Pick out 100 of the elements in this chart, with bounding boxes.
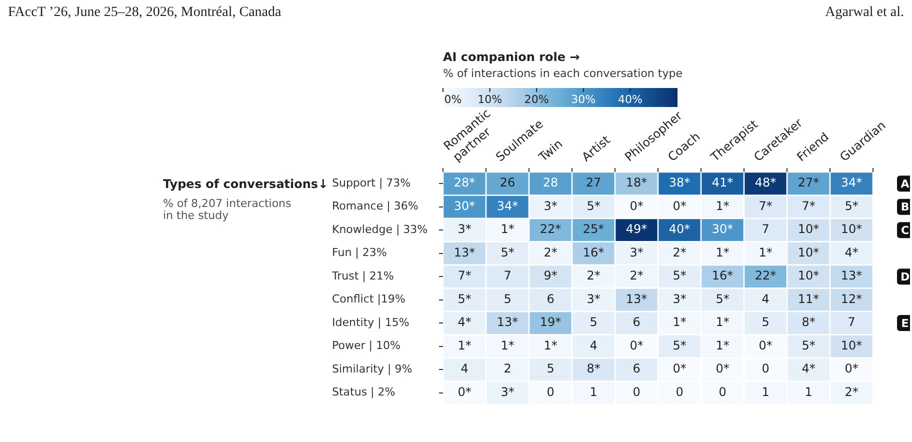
data-label: 38*: [668, 176, 690, 190]
data-label: 1*: [716, 198, 730, 213]
data-label: 10*: [798, 245, 820, 260]
text: A: [900, 177, 910, 190]
data-label: 1*: [458, 338, 472, 352]
y-tick-label: Knowledge | 33%: [332, 222, 428, 236]
data-label: 0: [762, 362, 770, 376]
color-bar-label: 0%: [444, 92, 462, 106]
data-label: 5: [590, 315, 598, 330]
data-label: 1: [804, 384, 812, 399]
data-label: 4*: [844, 245, 858, 260]
data-label: 34*: [840, 176, 862, 190]
data-label: 3*: [544, 198, 558, 213]
data-label: 0*: [458, 384, 472, 399]
data-label: 0*: [672, 362, 686, 376]
data-label: 5*: [500, 245, 514, 260]
data-label: 8*: [802, 315, 816, 330]
data-label: 34*: [496, 198, 518, 213]
y-tick-label: Trust | 21%: [331, 269, 394, 282]
data-label: 1: [762, 384, 770, 399]
data-label: 28*: [454, 176, 476, 190]
data-label: 0*: [716, 362, 730, 376]
text: FAccT ’26, June 25–28, 2026, Montréal, Canada: [8, 5, 282, 21]
y-axis-title: Types of conversations↓: [163, 177, 328, 191]
data-label: 5*: [802, 338, 816, 352]
data-label: 5: [762, 315, 770, 330]
data-label: 9*: [544, 268, 558, 283]
data-label: 5: [504, 292, 512, 306]
data-label: 1*: [716, 315, 730, 330]
data-label: 7*: [458, 268, 472, 283]
data-label: 30*: [712, 222, 734, 236]
data-label: 5*: [586, 198, 600, 213]
data-label: 1*: [544, 338, 558, 352]
data-label: 10*: [798, 222, 820, 236]
data-label: 0*: [630, 198, 644, 213]
data-label: 28: [542, 176, 558, 190]
color-bar-label: 30%: [571, 92, 596, 106]
data-label: 4*: [802, 362, 816, 376]
data-label: 4*: [458, 315, 472, 330]
data-label: 7: [848, 315, 856, 330]
data-label: 49*: [626, 222, 648, 236]
data-label: 0*: [672, 198, 686, 213]
data-label: 1*: [500, 338, 514, 352]
data-label: 2*: [586, 268, 600, 283]
data-label: 26: [500, 176, 516, 190]
data-label: 8*: [586, 362, 600, 376]
data-label: 6: [632, 315, 640, 330]
chart-title: AI companion role →: [443, 50, 580, 64]
text: Agarwal et al.: [825, 5, 904, 21]
data-label: 1*: [500, 222, 514, 236]
data-label: 1*: [716, 338, 730, 352]
data-label: 27*: [798, 176, 820, 190]
data-label: 5*: [716, 292, 730, 306]
data-label: 1*: [758, 245, 772, 260]
data-label: 7*: [758, 198, 772, 213]
data-label: 16*: [582, 245, 604, 260]
data-label: 13*: [840, 268, 862, 283]
data-label: 0*: [630, 338, 644, 352]
data-label: 25*: [582, 222, 604, 236]
y-tick-label: Power | 10%: [332, 339, 400, 352]
data-label: 3*: [672, 292, 686, 306]
data-label: 48*: [754, 176, 776, 190]
data-label: 27: [586, 176, 602, 190]
color-bar-title: % of interactions in each conversation type: [443, 67, 682, 80]
y-tick-label: Conflict |19%: [332, 292, 406, 306]
text: C: [900, 224, 910, 237]
data-label: 3*: [630, 245, 644, 260]
data-label: 0: [546, 384, 554, 399]
color-bar-label: 10%: [478, 92, 502, 106]
text: D: [900, 270, 910, 284]
data-label: 2*: [630, 268, 644, 283]
data-label: 7*: [802, 198, 816, 213]
text: E: [901, 316, 909, 330]
y-tick-label: Romance | 36%: [332, 200, 418, 213]
data-label: 1*: [716, 245, 730, 260]
data-label: 16*: [712, 268, 734, 283]
data-label: 40*: [668, 222, 690, 236]
data-label: 0*: [844, 362, 858, 376]
data-label: 4: [590, 338, 598, 352]
data-label: 2*: [544, 245, 558, 260]
data-label: 22*: [540, 222, 562, 236]
y-tick-label: Fun | 23%: [332, 246, 387, 260]
data-label: 10*: [798, 268, 820, 283]
text: % of 8,207 interactions in the study: [163, 197, 292, 222]
data-label: 1: [590, 384, 598, 399]
data-label: 6: [632, 362, 640, 376]
text: B: [900, 200, 910, 214]
data-label: 5*: [672, 268, 686, 283]
data-label: 3*: [458, 222, 472, 236]
data-label: 7: [504, 268, 512, 283]
data-label: 1*: [672, 315, 686, 330]
data-label: 10*: [840, 338, 862, 352]
data-label: 10*: [840, 222, 862, 236]
data-label: 4: [460, 362, 468, 376]
data-label: 41*: [712, 176, 734, 190]
data-label: 18*: [626, 176, 648, 190]
data-label: 22*: [754, 268, 776, 283]
data-label: 12*: [840, 292, 862, 306]
y-tick-label: Identity | 15%: [332, 316, 410, 329]
data-label: 3*: [500, 384, 514, 399]
